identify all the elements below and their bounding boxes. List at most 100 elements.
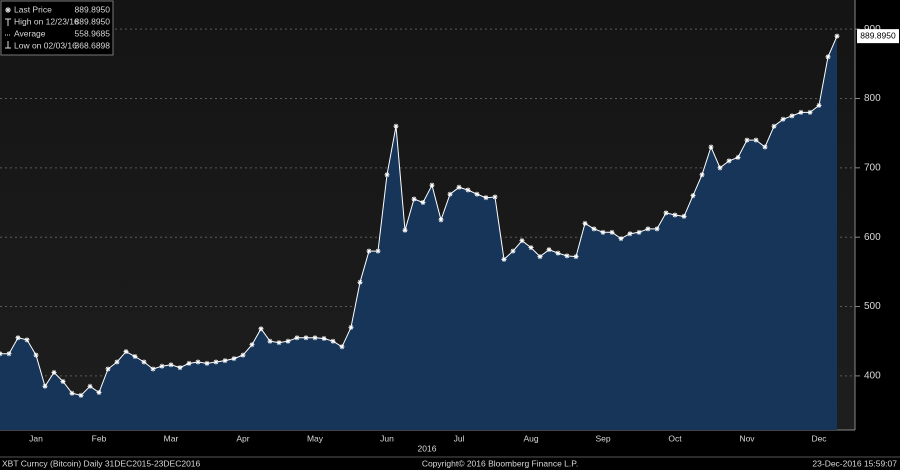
point-marker	[591, 226, 597, 232]
point-marker	[258, 326, 264, 332]
legend: Last Price 889.8950 High on 12/23/16 889…	[0, 0, 114, 56]
point-marker	[285, 338, 291, 344]
x-tick-label: Jan	[29, 433, 43, 443]
point-marker	[24, 337, 30, 343]
point-marker	[780, 116, 786, 122]
point-marker	[429, 182, 435, 188]
point-marker	[132, 353, 138, 359]
point-marker	[753, 137, 759, 143]
plot	[0, 28, 855, 430]
footer-right: 23-Dec-2016 15:59:07	[812, 458, 897, 468]
point-marker	[105, 366, 111, 372]
point-marker	[483, 195, 489, 201]
last-price-label: 889.8950	[860, 30, 896, 40]
point-marker	[465, 187, 471, 193]
point-marker	[537, 254, 543, 260]
point-marker	[510, 248, 516, 254]
legend-label: Low on 02/03/16	[14, 40, 77, 50]
point-marker	[825, 54, 831, 60]
point-marker	[771, 123, 777, 129]
point-marker	[60, 378, 66, 384]
last-price-tag	[857, 29, 899, 44]
point-marker	[690, 193, 696, 199]
point-marker	[123, 349, 129, 355]
point-marker	[573, 254, 579, 260]
point-marker	[177, 365, 183, 371]
point-marker	[366, 248, 372, 254]
x-axis-label: 2016	[418, 443, 437, 453]
point-marker	[834, 33, 840, 39]
point-marker	[15, 335, 21, 341]
point-marker	[114, 359, 120, 365]
legend-label: Average	[14, 28, 46, 38]
x-tick-label: Jun	[380, 433, 394, 443]
y-tick-label: 800	[864, 93, 881, 104]
point-marker	[213, 359, 219, 365]
point-marker	[627, 231, 633, 237]
y-tick-label: 700	[864, 162, 881, 173]
point-marker	[555, 250, 561, 256]
point-marker	[78, 392, 84, 398]
legend-value: 558.9685	[75, 28, 111, 38]
point-marker	[447, 191, 453, 197]
x-tick-label: Apr	[236, 433, 249, 443]
point-marker	[276, 340, 282, 346]
point-marker	[762, 144, 768, 150]
point-marker	[735, 154, 741, 160]
x-tick-label: Oct	[668, 433, 682, 443]
legend-value: 889.8950	[75, 4, 111, 14]
point-marker	[321, 335, 327, 341]
point-marker	[42, 383, 48, 389]
y-tick-label: 400	[864, 371, 881, 382]
point-marker	[528, 245, 534, 251]
point-marker	[582, 220, 588, 226]
point-marker	[636, 229, 642, 235]
point-marker	[744, 137, 750, 143]
point-marker	[348, 324, 354, 330]
point-marker	[303, 335, 309, 341]
line	[0, 35, 838, 396]
point-marker	[519, 238, 525, 244]
area	[0, 36, 837, 430]
point-marker	[150, 366, 156, 372]
point-marker	[546, 247, 552, 253]
point-marker	[195, 359, 201, 365]
footer-left: XBT Curncy (Bitcoin) Daily 31DEC2015-23D…	[2, 458, 201, 468]
point-marker	[420, 200, 426, 206]
point-marker	[501, 256, 507, 262]
x-tick-label: Feb	[92, 433, 107, 443]
point-marker	[384, 172, 390, 178]
point-marker	[618, 236, 624, 242]
point-marker	[708, 144, 714, 150]
x-tick-label: May	[307, 433, 324, 443]
point-marker	[204, 360, 210, 366]
point-marker	[222, 358, 228, 364]
point-marker	[645, 226, 651, 232]
y-tick-label: 600	[864, 232, 881, 243]
point-marker	[411, 196, 417, 202]
legend-value: 889.8950	[75, 16, 111, 26]
point-marker	[294, 335, 300, 341]
footer-center: Copyright© 2016 Bloomberg Finance L.P.	[422, 458, 578, 468]
point-marker	[267, 338, 273, 344]
legend-label: High on 12/23/16	[14, 16, 79, 26]
point-marker	[438, 217, 444, 223]
x-tick-label: Jul	[454, 433, 465, 443]
x-tick-label: Nov	[739, 433, 755, 443]
point-marker	[717, 165, 723, 171]
point-marker	[474, 191, 480, 197]
legend-label: Last Price	[14, 4, 52, 14]
legend-icon	[5, 41, 11, 49]
point-marker	[375, 248, 381, 254]
point-marker	[141, 359, 147, 365]
point-marker	[33, 352, 39, 358]
point-marker	[393, 123, 399, 129]
point-marker	[726, 158, 732, 164]
point-marker	[402, 227, 408, 233]
x-tick-label: Sep	[595, 433, 610, 443]
point-marker	[339, 344, 345, 350]
point-marker	[87, 383, 93, 389]
point-marker	[663, 210, 669, 216]
